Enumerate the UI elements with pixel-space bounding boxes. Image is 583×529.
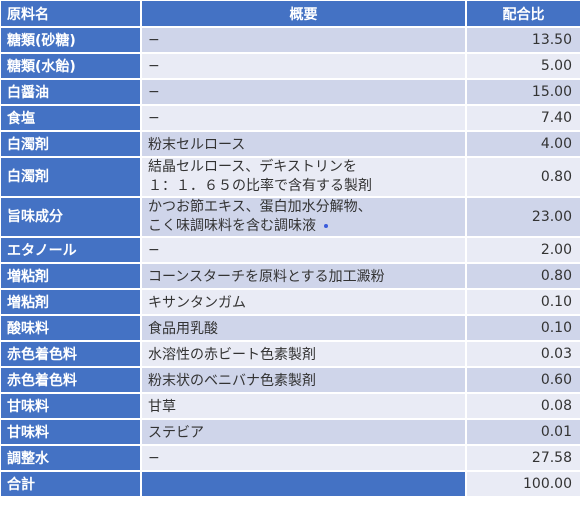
ingredient-ratio: 0.10: [467, 290, 582, 316]
table-row: エタノール − 2.00: [1, 238, 582, 264]
table-row: 白濁剤 粉末セルロース 4.00: [1, 132, 582, 158]
table-row: 増粘剤 コーンスターチを原料とする加工澱粉 0.80: [1, 264, 582, 290]
header-name: 原料名: [1, 1, 142, 28]
ingredient-name: 白濁剤: [1, 132, 142, 158]
desc-line-1: かつお節エキス、蛋白加水分解物、: [148, 199, 372, 215]
total-spacer: [142, 472, 467, 498]
table-row: 白醤油 − 15.00: [1, 80, 582, 106]
table-row: 調整水 − 27.58: [1, 446, 582, 472]
ingredient-name: 食塩: [1, 106, 142, 132]
ingredient-ratio: 15.00: [467, 80, 582, 106]
ingredient-desc: 粉末状のベニバナ色素製剤: [142, 368, 467, 394]
ingredient-desc: −: [142, 80, 467, 106]
total-row: 合計 100.00: [1, 472, 582, 498]
ingredient-ratio: 0.80: [467, 264, 582, 290]
table-row: 白濁剤 結晶セルロース、デキストリンを １：１．６５の比率で含有する製剤 0.8…: [1, 158, 582, 198]
ingredient-ratio: 0.01: [467, 420, 582, 446]
ingredient-ratio: 4.00: [467, 132, 582, 158]
ingredient-ratio: 0.08: [467, 394, 582, 420]
table-row: 増粘剤 キサンタンガム 0.10: [1, 290, 582, 316]
ingredient-name: 赤色着色料: [1, 368, 142, 394]
ingredient-desc: −: [142, 446, 467, 472]
total-label: 合計: [1, 472, 142, 498]
ingredient-name: 旨味成分: [1, 198, 142, 238]
ingredient-name: エタノール: [1, 238, 142, 264]
desc-line-2: １：１．６５の比率で含有する製剤: [148, 178, 372, 194]
header-row: 原料名 概要 配合比: [1, 1, 582, 28]
desc-line-2: こく味調味料を含む調味液: [148, 218, 316, 234]
ingredient-ratio: 13.50: [467, 28, 582, 54]
ingredient-ratio: 2.00: [467, 238, 582, 264]
ingredient-desc: 水溶性の赤ビート色素製剤: [142, 342, 467, 368]
ingredient-ratio: 0.10: [467, 316, 582, 342]
ingredient-name: 酸味料: [1, 316, 142, 342]
table-row: 甘味料 ステビア 0.01: [1, 420, 582, 446]
cursor-dot-icon: [324, 224, 328, 228]
ingredient-ratio: 27.58: [467, 446, 582, 472]
ingredient-desc: キサンタンガム: [142, 290, 467, 316]
ingredient-name: 増粘剤: [1, 290, 142, 316]
ingredient-ratio: 5.00: [467, 54, 582, 80]
ingredient-name: 甘味料: [1, 420, 142, 446]
ingredient-desc: 結晶セルロース、デキストリンを １：１．６５の比率で含有する製剤: [142, 158, 467, 198]
total-ratio: 100.00: [467, 472, 582, 498]
ingredient-desc: −: [142, 106, 467, 132]
ingredient-desc: −: [142, 28, 467, 54]
ingredient-desc: かつお節エキス、蛋白加水分解物、 こく味調味料を含む調味液: [142, 198, 467, 238]
ingredient-name: 白醤油: [1, 80, 142, 106]
header-desc: 概要: [142, 1, 467, 28]
ingredient-name: 赤色着色料: [1, 342, 142, 368]
ingredient-ratio: 7.40: [467, 106, 582, 132]
ingredient-desc: 食品用乳酸: [142, 316, 467, 342]
header-ratio: 配合比: [467, 1, 582, 28]
ingredient-name: 甘味料: [1, 394, 142, 420]
ingredient-table: 原料名 概要 配合比 糖類(砂糖) − 13.50 糖類(水飴) − 5.00 …: [1, 1, 582, 498]
ingredient-ratio: 0.03: [467, 342, 582, 368]
ingredient-desc: −: [142, 54, 467, 80]
ingredient-ratio: 0.80: [467, 158, 582, 198]
table-row: 甘味料 甘草 0.08: [1, 394, 582, 420]
table-row: 赤色着色料 水溶性の赤ビート色素製剤 0.03: [1, 342, 582, 368]
ingredient-desc: 粉末セルロース: [142, 132, 467, 158]
ingredient-desc: 甘草: [142, 394, 467, 420]
ingredient-name: 増粘剤: [1, 264, 142, 290]
ingredient-name: 白濁剤: [1, 158, 142, 198]
ingredient-desc: −: [142, 238, 467, 264]
table-row: 食塩 − 7.40: [1, 106, 582, 132]
ingredient-desc: コーンスターチを原料とする加工澱粉: [142, 264, 467, 290]
desc-line-1: 結晶セルロース、デキストリンを: [148, 159, 357, 175]
table-row: 旨味成分 かつお節エキス、蛋白加水分解物、 こく味調味料を含む調味液 23.00: [1, 198, 582, 238]
table-row: 糖類(水飴) − 5.00: [1, 54, 582, 80]
ingredient-ratio: 0.60: [467, 368, 582, 394]
ingredient-name: 糖類(水飴): [1, 54, 142, 80]
table-row: 糖類(砂糖) − 13.50: [1, 28, 582, 54]
table-row: 酸味料 食品用乳酸 0.10: [1, 316, 582, 342]
ingredient-name: 糖類(砂糖): [1, 28, 142, 54]
ingredient-desc: ステビア: [142, 420, 467, 446]
ingredient-ratio: 23.00: [467, 198, 582, 238]
table-row: 赤色着色料 粉末状のベニバナ色素製剤 0.60: [1, 368, 582, 394]
ingredient-name: 調整水: [1, 446, 142, 472]
